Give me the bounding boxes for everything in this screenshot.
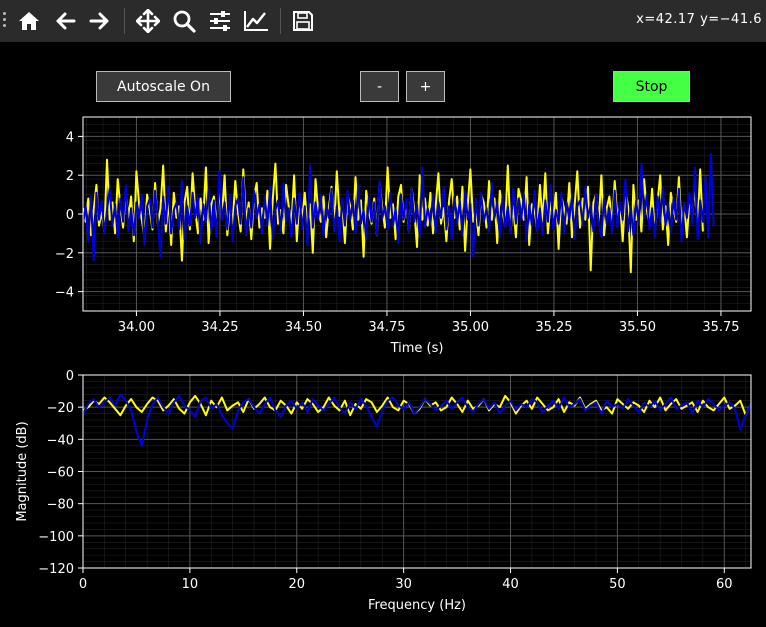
x-tick-label: 34.50 (285, 320, 322, 335)
x-tick-label: 34.00 (118, 320, 155, 335)
y-tick-label: −120 (38, 562, 74, 577)
y-tick-label: −40 (47, 433, 74, 448)
x-tick-label: 35.00 (452, 320, 489, 335)
time-x-axis-title: Time (s) (390, 341, 444, 356)
y-tick-label: −2 (55, 247, 74, 262)
x-tick-label: 0 (79, 577, 87, 592)
y-tick-label: 4 (66, 130, 74, 145)
x-tick-label: 35.50 (619, 320, 656, 335)
x-tick-label: 10 (182, 577, 199, 592)
y-tick-label: 2 (66, 169, 74, 184)
y-tick-label: 0 (66, 208, 74, 223)
x-tick-label: 20 (288, 577, 305, 592)
y-tick-label: 0 (66, 369, 74, 384)
x-tick-label: 34.25 (201, 320, 238, 335)
y-tick-label: −60 (47, 466, 74, 481)
y-tick-label: −20 (47, 401, 74, 416)
x-tick-label: 40 (502, 577, 519, 592)
time-axes[interactable]: 34.00 34.25 34.50 34.75 35.00 35.25 35.50 35.75… (55, 117, 751, 356)
x-tick-label: 60 (716, 577, 733, 592)
x-tick-label: 50 (609, 577, 626, 592)
x-tick-label: 30 (395, 577, 412, 592)
freq-x-axis-title: Frequency (Hz) (368, 598, 466, 613)
y-tick-label: −80 (47, 498, 74, 513)
y-tick-label: −100 (38, 530, 74, 545)
freq-axes[interactable]: 0 10 20 30 40 50 60 0 −20 −40 −60 −80 −100 −120 Freque… (15, 369, 751, 613)
x-tick-label: 35.75 (702, 320, 739, 335)
y-tick-label: −4 (55, 286, 74, 301)
x-tick-label: 34.75 (368, 320, 405, 335)
freq-y-axis-title: Magnitude (dB) (15, 421, 30, 521)
x-tick-label: 35.25 (535, 320, 572, 335)
